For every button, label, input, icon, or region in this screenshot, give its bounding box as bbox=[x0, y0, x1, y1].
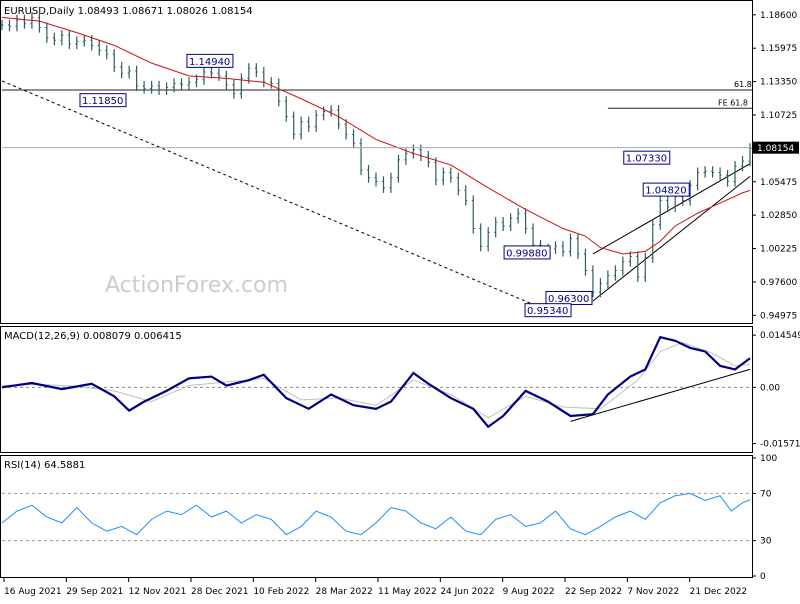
price-tick-label: 1.02850 bbox=[760, 211, 797, 221]
level-annotation-box bbox=[503, 245, 551, 260]
price-header: EURUSD,Daily 1.08493 1.08671 1.08026 1.0… bbox=[4, 6, 253, 17]
level-annotation-box bbox=[623, 150, 671, 165]
watermark: ActionForex.com bbox=[105, 273, 288, 298]
fe-618-label: FE 61.8 bbox=[718, 98, 748, 107]
rsi-tick-label: 70 bbox=[760, 489, 772, 499]
x-tick-label: 24 Jun 2022 bbox=[440, 587, 494, 597]
level-annotation-box bbox=[642, 182, 690, 197]
rsi-header: RSI(14) 64.5881 bbox=[4, 460, 85, 471]
price-tick-label: 1.05475 bbox=[760, 178, 797, 188]
rsi-tick-label: 0 bbox=[760, 572, 766, 582]
level-annotation-box bbox=[524, 303, 572, 318]
trendline bbox=[1, 80, 549, 312]
x-tick-label: 10 Feb 2022 bbox=[253, 587, 309, 597]
price-tick-label: 0.94975 bbox=[760, 311, 797, 321]
level-annotation: 0.96300 bbox=[548, 294, 589, 305]
trendline bbox=[592, 163, 751, 255]
level-annotation-box bbox=[186, 53, 234, 68]
macd-panel-frame bbox=[0, 326, 753, 453]
x-tick-label: 9 Aug 2022 bbox=[503, 587, 555, 597]
x-tick-label: 7 Nov 2022 bbox=[627, 587, 679, 597]
price-tick-label: 1.18600 bbox=[760, 11, 797, 21]
macd-tick-label: -0.015712 bbox=[760, 440, 800, 450]
level-annotation-box bbox=[79, 93, 127, 108]
rsi-tick-label: 100 bbox=[760, 454, 777, 464]
sma-line bbox=[1, 16, 751, 255]
price-tick-label: 1.15975 bbox=[760, 44, 797, 54]
price-tick-label: 1.00225 bbox=[760, 245, 797, 255]
level-annotation: 1.14940 bbox=[189, 57, 230, 68]
x-tick-label: 28 Mar 2022 bbox=[316, 587, 373, 597]
macd-header: MACD(12,26,9) 0.008079 0.006415 bbox=[4, 331, 182, 342]
level-annotation: 0.99880 bbox=[506, 248, 547, 259]
trendline bbox=[592, 175, 751, 302]
rsi-line bbox=[1, 492, 751, 536]
macd-line bbox=[1, 335, 751, 429]
x-tick-label: 16 Aug 2021 bbox=[4, 587, 62, 597]
price-tick-label: 1.10725 bbox=[760, 111, 797, 121]
level-annotation: 0.95340 bbox=[527, 306, 568, 317]
macd-tick-label: 0.00 bbox=[760, 383, 780, 393]
level-annotation: 1.11850 bbox=[82, 96, 123, 107]
current-price-box bbox=[753, 141, 799, 154]
macd-signal-line bbox=[1, 342, 751, 419]
x-tick-label: 22 Sep 2022 bbox=[565, 587, 622, 597]
x-tick-label: 12 Nov 2021 bbox=[129, 587, 187, 597]
x-tick-label: 28 Dec 2021 bbox=[191, 587, 249, 597]
x-tick-label: 21 Dec 2022 bbox=[690, 587, 748, 597]
x-tick-label: 11 May 2022 bbox=[378, 587, 437, 597]
fib-618-label: 61.8 bbox=[734, 80, 752, 89]
price-tick-label: 0.97600 bbox=[760, 278, 797, 288]
macd-trendline bbox=[570, 368, 751, 422]
level-annotation: 1.04820 bbox=[645, 186, 686, 197]
macd-tick-label: 0.014549 bbox=[760, 331, 800, 341]
level-annotation: 1.07330 bbox=[626, 154, 667, 165]
x-tick-label: 29 Sep 2021 bbox=[66, 587, 123, 597]
rsi-tick-label: 30 bbox=[760, 537, 772, 547]
rsi-panel-frame bbox=[0, 455, 753, 578]
price-tick-label: 1.13350 bbox=[760, 78, 797, 88]
current-price-label: 1.08154 bbox=[757, 144, 794, 154]
